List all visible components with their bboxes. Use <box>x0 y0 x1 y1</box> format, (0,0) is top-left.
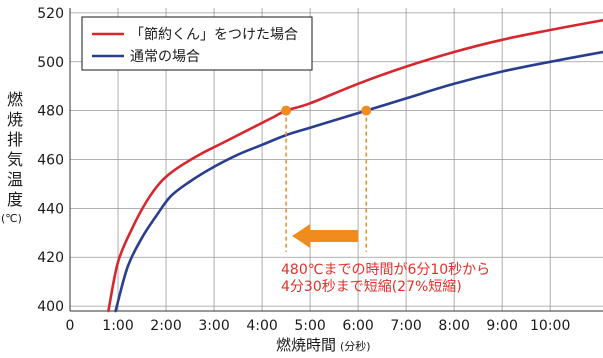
y-axis-title-char: 度 <box>6 190 23 209</box>
y-tick-label: 460 <box>37 153 64 169</box>
y-tick-label: 500 <box>37 55 64 71</box>
guide-lines <box>285 110 368 252</box>
y-axis-title-char: 気 <box>6 150 23 169</box>
x-axis-title-text: 燃焼時間 <box>276 336 337 354</box>
x-tick-label: 3:00 <box>198 318 229 334</box>
y-axis-title-char: 温 <box>6 170 23 189</box>
x-axis-ticks: 0 1:00 2:00 3:00 4:00 5:00 6:00 7:00 8:00 9:00 10:… <box>66 318 571 334</box>
y-axis-title-char: 焼 <box>6 110 23 129</box>
y-axis-title: 燃焼排気温度 <box>6 90 24 210</box>
series-line-normal <box>114 50 603 313</box>
series <box>107 18 603 313</box>
reduction-annotation: 480℃までの時間が6分10秒から 4分30秒まで短縮(27%短縮) <box>281 262 490 296</box>
y-axis-ticks: 400 420 440 460 480 500 520 <box>37 6 64 315</box>
marker-point <box>361 105 372 116</box>
y-tick-label: 440 <box>37 201 64 217</box>
legend-label-normal: 通常の場合 <box>130 49 200 65</box>
y-axis-unit: (℃) <box>1 212 22 225</box>
legend-box <box>81 16 313 71</box>
x-tick-label: 1:00 <box>102 318 133 334</box>
arrow-head <box>292 224 311 248</box>
x-tick-label: 9:00 <box>486 318 517 334</box>
y-tick-label: 520 <box>37 6 64 22</box>
annotation-line-2: 4分30秒まで短縮(27%短縮) <box>281 279 462 295</box>
x-tick-label: 2:00 <box>150 318 181 334</box>
series-line-with <box>107 18 603 313</box>
x-axis-title: 燃焼時間 (分秒) <box>276 334 371 355</box>
x-tick-label: 5:00 <box>294 318 325 334</box>
y-tick-label: 420 <box>37 250 64 266</box>
legend: 「節約くん」をつけた場合 通常の場合 <box>81 16 313 71</box>
arrow-shaft <box>308 230 359 242</box>
markers <box>281 105 372 116</box>
legend-label-with: 「節約くん」をつけた場合 <box>130 26 298 43</box>
x-tick-label: 0 <box>66 318 75 334</box>
reduction-arrow <box>292 224 359 248</box>
y-axis-title-char: 排 <box>6 130 23 149</box>
y-tick-label: 480 <box>37 104 64 120</box>
x-tick-label: 6:00 <box>342 318 373 334</box>
y-tick-label: 400 <box>37 299 64 315</box>
marker-point <box>281 105 292 116</box>
y-axis-title-char: 燃 <box>6 90 23 109</box>
x-axis-unit: (分秒) <box>340 340 371 353</box>
x-tick-label: 10:00 <box>530 318 570 334</box>
x-tick-label: 4:00 <box>246 318 277 334</box>
annotation-line-1: 480℃までの時間が6分10秒から <box>281 262 491 278</box>
x-tick-label: 7:00 <box>390 318 421 334</box>
x-tick-label: 8:00 <box>438 318 469 334</box>
